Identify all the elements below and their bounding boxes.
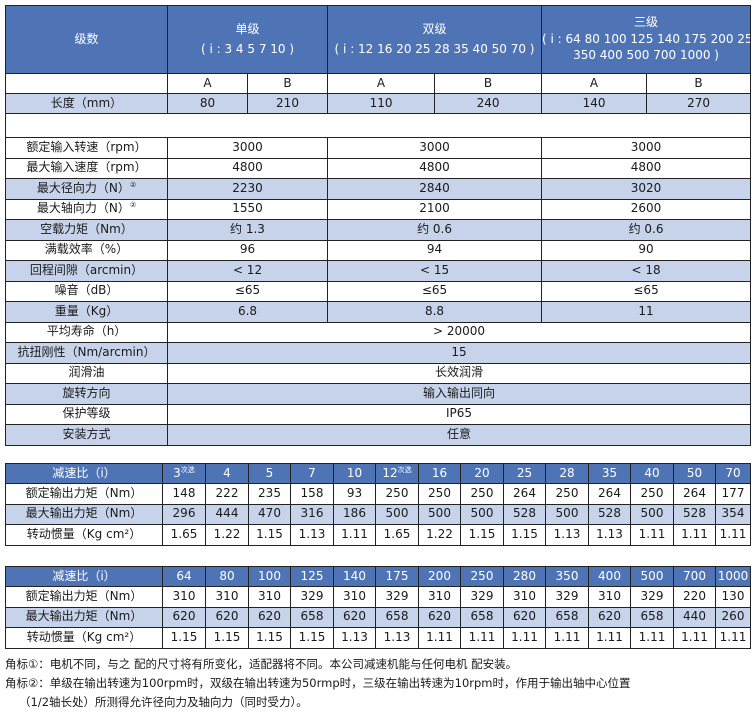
stage-single: 单级 ( i : 3 4 5 7 10 ) — [166, 5, 329, 74]
ratio-header-row: 减速比（i） 3次选 4 5 7 10 12次选 16 20 25 28 35 … — [5, 463, 751, 484]
footnote-2-line2: （1/2轴长处）所测得允许径向力及轴向力（同时受力）。 — [19, 695, 308, 709]
ratio-table-1: 减速比（i） 3次选 4 5 7 10 12次选 16 20 25 28 35 … — [5, 463, 751, 546]
table-row: 最大径向力（N）② 2230 2840 3020 — [5, 178, 752, 200]
table-row: 转动惯量（Kg cm²） 1.15 1.15 1.15 1.15 1.13 1.… — [5, 627, 751, 649]
table-row: 最大输出力矩（Nm） 620 620 620 658 620 658 620 6… — [5, 606, 751, 628]
stage-double: 双级 ( i : 12 16 20 25 28 35 40 50 70 ) — [327, 5, 543, 74]
table-row: 噪音（dB） ≤65 ≤65 ≤65 — [5, 280, 752, 302]
stage-header-row: 级数 单级 ( i : 3 4 5 7 10 ) 双级 ( i : 12 16 … — [5, 5, 752, 74]
ratio-header-row: 减速比（i） 64 80 100 125 140 175 200 250 280… — [5, 566, 751, 587]
spacer-row — [4, 113, 752, 138]
table-row: 最大轴向力（N）② 1550 2100 2600 — [5, 198, 752, 220]
table-row: 旋转方向 输入输出同向 — [5, 383, 752, 405]
ratio-table-2: 减速比（i） 64 80 100 125 140 175 200 250 280… — [5, 566, 751, 649]
table-row: 空载力矩（Nm） 约 1.3 约 0.6 约 0.6 — [5, 219, 752, 241]
footnote-1: 角标①：电机不同，与之 配的尺寸将有所变化，适配器将不同。本公司减速机能与任何电… — [5, 657, 518, 671]
table-row: 抗扭刚性（Nm/arcmin） 15 — [5, 342, 752, 364]
table-row: 最大输入速度（rpm） 4800 4800 4800 — [5, 157, 752, 179]
table-row: 额定输出力矩（Nm） 310 310 310 329 310 329 310 3… — [5, 586, 751, 608]
table-row: 额定输入转速（rpm） 3000 3000 3000 — [5, 137, 752, 159]
variant-row: A B A B A B — [5, 73, 752, 94]
footnote-2-line1: 角标②：单级在输出转速为100rpm时，双级在输出转速为50rmp时，三级在输出… — [5, 676, 631, 690]
table-row: 回程间隙（arcmin） < 12 < 15 < 18 — [5, 260, 752, 282]
table-row: 满载效率（%） 96 94 90 — [5, 239, 752, 261]
spec-table: 级数 单级 ( i : 3 4 5 7 10 ) 双级 ( i : 12 16 … — [4, 5, 752, 446]
table-row: 保护等级 IP65 — [5, 403, 752, 425]
stage-triple: 三级 ( i : 64 80 100 125 140 175 200 250 3… — [541, 5, 752, 74]
footnotes: 角标①：电机不同，与之 配的尺寸将有所变化，适配器将不同。本公司减速机能与任何电… — [5, 655, 750, 712]
table-row: 润滑油 长效润滑 — [5, 362, 752, 384]
table-row: 安装方式 任意 — [5, 424, 752, 446]
table-row: 额定输出力矩（Nm） 148 222 235 158 93 250 250 25… — [5, 483, 751, 505]
table-row: 转动惯量（Kg cm²） 1.65 1.22 1.15 1.13 1.11 1.… — [5, 524, 751, 546]
table-row: 最大输出力矩（Nm） 296 444 470 316 186 500 500 5… — [5, 503, 751, 525]
table-row: 平均寿命（h） > 20000 — [5, 321, 752, 343]
table-row: 重量（Kg） 6.8 8.8 11 — [5, 301, 752, 323]
length-row: 长度（mm） 80 210 110 240 140 270 — [5, 93, 752, 114]
stage-label: 级数 — [5, 5, 168, 74]
